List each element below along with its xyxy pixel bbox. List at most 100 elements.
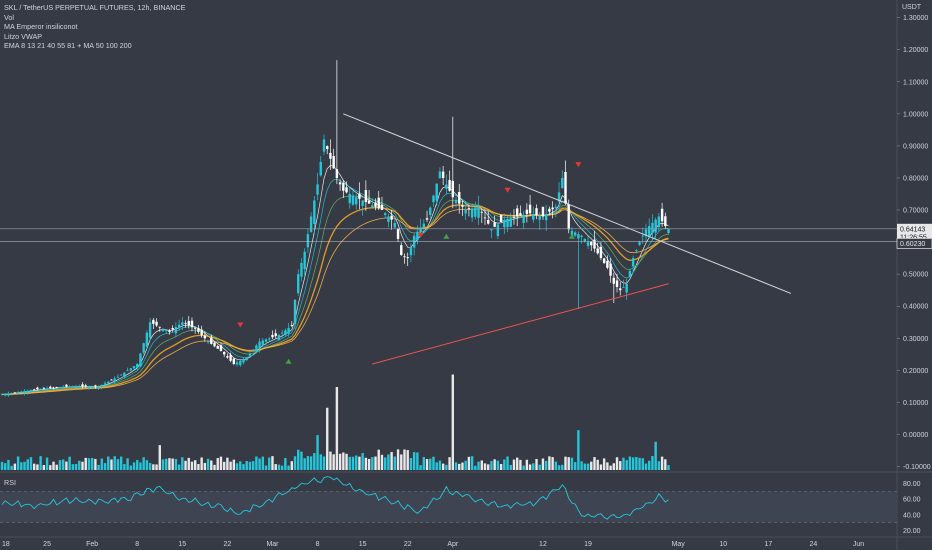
indicator-ema-ma[interactable]: EMA 8 13 21 40 55 81 + MA 50 100 200	[4, 41, 132, 51]
candle-body	[200, 329, 203, 336]
indicator-vol[interactable]: Vol	[4, 12, 14, 22]
candle-body	[612, 277, 615, 284]
volume-bar	[483, 463, 487, 470]
candle-body	[148, 322, 152, 338]
time-axis-label: May	[672, 541, 686, 548]
candle-body	[13, 392, 17, 394]
rsi-tick-label: 40.00	[903, 512, 921, 519]
sell-signal-icon	[575, 162, 582, 168]
time-axis-label: 8	[316, 541, 320, 548]
volume-bar	[313, 453, 316, 470]
candle-body	[519, 213, 522, 216]
price-tick-label: -0.10000	[903, 464, 931, 471]
volume-bar	[371, 457, 374, 470]
volume-bar	[348, 456, 351, 470]
level-price-tag	[896, 238, 932, 249]
volume-bar	[390, 451, 393, 470]
volume-bar	[458, 463, 461, 470]
candle-body	[509, 218, 512, 227]
volume-bar	[573, 462, 577, 470]
volume-bar	[667, 465, 670, 470]
candle-body	[107, 381, 110, 384]
volume-bar	[561, 464, 564, 470]
candle-body	[458, 191, 461, 204]
price-tick-label: 0.30000	[903, 336, 928, 343]
volume-bar	[342, 452, 345, 470]
volume-bar	[570, 457, 574, 470]
volume-bar	[580, 461, 583, 470]
volume-bar	[171, 458, 174, 470]
candle-body	[355, 197, 358, 205]
candle-body	[248, 353, 252, 356]
volume-bar	[239, 461, 242, 470]
volume-bar	[654, 441, 657, 470]
candle-body	[348, 194, 351, 204]
volume-bar	[248, 461, 252, 470]
volume-bar	[551, 457, 554, 470]
price-tick-label: 0.40000	[903, 304, 928, 311]
volume-bar	[590, 461, 593, 470]
volume-bar	[628, 456, 632, 470]
candle-body	[593, 239, 596, 249]
symbol-title[interactable]: SKL / TetherUS PERPETUAL FUTURES, 12h, B…	[4, 3, 186, 12]
candle-body	[258, 341, 261, 349]
candle-body	[438, 171, 442, 179]
volume-bar	[277, 464, 281, 470]
candle-body	[177, 324, 181, 328]
price-tick-label: 0.20000	[903, 368, 928, 375]
candle-body	[667, 229, 670, 234]
candle-body	[168, 330, 171, 332]
volume-bar	[213, 464, 216, 470]
time-axis-label: 18	[2, 541, 10, 548]
candle-body	[7, 393, 10, 396]
price-tick-label: 0.70000	[903, 208, 928, 215]
volume-bar	[284, 457, 287, 470]
candle-body	[23, 391, 26, 394]
candle-body	[464, 210, 467, 214]
candle-body	[657, 216, 661, 228]
candle-body	[622, 287, 625, 288]
volume-bar	[493, 459, 496, 470]
volume-bar	[660, 456, 664, 470]
candle-body	[435, 183, 438, 201]
volume-bar	[303, 458, 306, 470]
buy-signal-icon	[285, 358, 292, 364]
volume-bar	[477, 461, 480, 470]
volume-bar	[358, 456, 361, 470]
volume-bar	[206, 458, 210, 470]
candle-body	[477, 206, 480, 218]
volume-bar	[309, 456, 313, 470]
volume-bar	[39, 456, 42, 470]
volume-bar	[380, 454, 384, 470]
volume-bar	[78, 460, 81, 470]
volume-bar	[596, 459, 599, 470]
rsi-band	[0, 491, 897, 523]
candle-body	[280, 332, 284, 334]
volume-bar	[110, 459, 113, 470]
time-axis-label: Apr	[447, 541, 459, 548]
candle-body	[387, 216, 390, 222]
candle-body	[197, 328, 200, 332]
volume-bar	[139, 462, 142, 470]
indicator-vwap[interactable]: Litzo VWAP	[4, 31, 43, 41]
volume-bar	[297, 449, 300, 470]
rsi-pane-title[interactable]: RSI	[4, 478, 16, 487]
candle-body	[403, 256, 406, 258]
volume-bars	[0, 374, 670, 470]
candle-body	[268, 338, 271, 340]
volume-bar	[74, 463, 78, 470]
volume-bar	[367, 458, 371, 470]
volume-bar	[132, 462, 136, 470]
candle-body	[480, 211, 483, 213]
volume-bar	[129, 465, 132, 470]
ema-21-line	[2, 195, 669, 395]
indicator-ma-emperor[interactable]: MA Emperor insiliconot	[4, 22, 78, 32]
volume-bar	[490, 461, 493, 470]
volume-bar	[419, 465, 422, 470]
candle-body	[383, 213, 387, 216]
candle-body	[335, 169, 339, 178]
candle-body	[287, 327, 290, 334]
ema-40-line	[2, 204, 669, 396]
